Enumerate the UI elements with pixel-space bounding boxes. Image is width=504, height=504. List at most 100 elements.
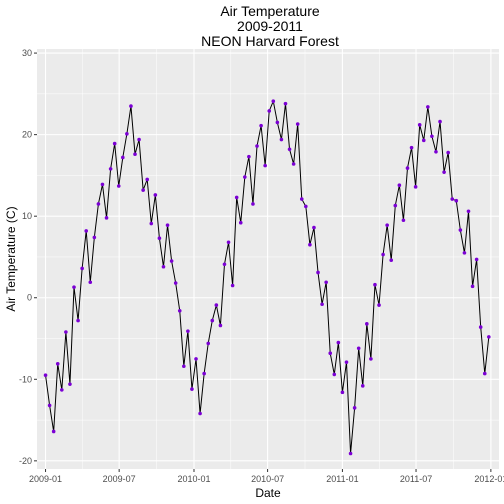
data-point [462, 251, 467, 255]
data-point [177, 308, 182, 313]
data-point [88, 280, 93, 285]
data-point [373, 282, 377, 287]
data-point [291, 162, 296, 166]
data-point [226, 240, 231, 245]
y-tick-label: -10 [19, 374, 32, 384]
data-point [47, 403, 52, 408]
data-point [149, 221, 154, 226]
data-point [121, 155, 125, 160]
grid-lines [37, 49, 499, 469]
data-point [137, 137, 141, 142]
data-point [129, 104, 133, 108]
data-point [446, 150, 450, 155]
data-point [324, 280, 328, 285]
data-point [393, 203, 398, 208]
data-point [385, 223, 389, 227]
temperature-series-line [45, 99, 490, 454]
data-point [369, 357, 373, 361]
data-point [348, 451, 353, 456]
data-point [409, 145, 414, 150]
data-point [222, 262, 227, 267]
y-tick-label: 10 [22, 211, 32, 221]
data-point [247, 154, 251, 159]
data-point [454, 198, 459, 203]
data-point [202, 371, 206, 376]
axis-ticks: -20 -10 0 10 20 30 2009-01 2009-07 2010-01 2010-0… [19, 48, 504, 484]
data-point [112, 141, 117, 146]
data-point [450, 197, 455, 201]
data-point [316, 270, 320, 275]
data-point [133, 152, 137, 157]
chart-title-line-1: Air Temperature [220, 3, 320, 19]
data-point [145, 177, 150, 182]
data-point [377, 303, 381, 307]
data-point [108, 167, 113, 171]
data-point [64, 330, 68, 334]
data-point [352, 406, 357, 410]
data-point [161, 264, 166, 269]
data-point [43, 373, 48, 378]
data-point [182, 364, 186, 369]
data-point [259, 123, 263, 128]
y-tick-label: 20 [22, 130, 32, 140]
data-point [426, 105, 430, 109]
data-point [186, 329, 190, 333]
data-point [308, 242, 312, 247]
data-point [104, 216, 109, 220]
data-point [267, 109, 272, 113]
data-point [336, 340, 341, 345]
data-point [438, 119, 442, 124]
chart-title-line-3: NEON Harvard Forest [201, 33, 339, 49]
data-point [474, 257, 479, 262]
x-tick-label: 2010-07 [251, 474, 284, 484]
x-axis-title: Date [255, 486, 281, 500]
data-point [263, 163, 267, 168]
data-point [92, 235, 97, 240]
y-tick-label: 30 [22, 48, 32, 58]
data-point [153, 193, 158, 197]
data-point [194, 357, 198, 361]
data-point [243, 175, 247, 179]
data-point [299, 197, 304, 201]
data-point [283, 101, 288, 106]
data-point [478, 325, 483, 329]
data-point [360, 384, 365, 388]
x-tick-label: 2010-01 [177, 474, 210, 484]
data-point [434, 149, 438, 154]
x-tick-label: 2009-01 [29, 474, 62, 484]
data-point [206, 341, 211, 346]
data-point [381, 252, 385, 257]
data-point [430, 134, 434, 139]
data-point [218, 323, 223, 328]
data-point [470, 284, 475, 289]
data-point [51, 429, 56, 434]
data-point [210, 318, 215, 323]
data-point [251, 202, 255, 206]
data-point [397, 183, 402, 187]
data-point [234, 195, 239, 200]
data-point [320, 302, 324, 307]
data-point [405, 166, 410, 170]
data-point [198, 411, 202, 416]
data-point [287, 147, 292, 152]
data-point [141, 188, 145, 192]
data-point [332, 372, 337, 377]
data-point [214, 303, 219, 307]
data-point [487, 335, 491, 339]
data-point [442, 170, 446, 174]
data-point [413, 185, 418, 189]
data-point [275, 120, 280, 125]
data-point [312, 225, 316, 230]
data-point [295, 122, 300, 126]
data-point [328, 351, 333, 355]
x-tick-label: 2012-01 [474, 474, 504, 484]
data-point [55, 361, 60, 366]
data-point [125, 132, 129, 136]
data-point [173, 281, 178, 285]
data-point [344, 360, 349, 364]
data-point [72, 285, 76, 289]
temperature-points [43, 99, 491, 456]
data-point [466, 209, 471, 214]
data-point [417, 123, 422, 127]
